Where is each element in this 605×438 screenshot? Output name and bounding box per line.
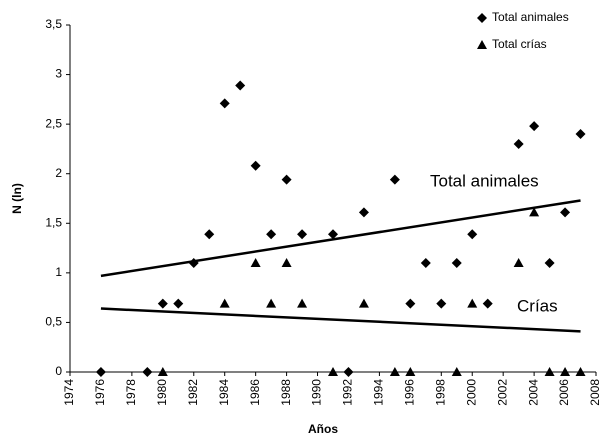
data-point [219, 298, 230, 308]
data-point [405, 298, 416, 309]
x-tick-label: 1974 [62, 379, 76, 406]
x-tick-label: 1992 [341, 379, 355, 406]
data-point [358, 207, 369, 218]
data-point [575, 367, 586, 376]
data-point [142, 367, 153, 377]
data-point [157, 367, 168, 376]
y-tick-label: 1 [55, 265, 62, 279]
data-point [266, 229, 277, 240]
legend-label: Total crías [492, 37, 547, 51]
x-tick-label: 1994 [372, 379, 386, 406]
x-tick-label: 1978 [124, 379, 138, 406]
data-point [529, 207, 540, 217]
x-tick-label: 1988 [279, 379, 293, 406]
data-point [451, 367, 462, 376]
data-point [250, 160, 261, 171]
data-point [482, 298, 493, 309]
data-point [219, 98, 230, 109]
data-point [297, 298, 308, 308]
data-point [560, 367, 571, 376]
data-point [266, 298, 277, 308]
y-axis-title: N (ln) [10, 183, 24, 214]
data-point [436, 298, 447, 309]
data-point [405, 367, 416, 376]
data-point [204, 229, 215, 240]
data-point [560, 207, 571, 218]
data-point [343, 367, 354, 377]
data-point [157, 298, 168, 309]
data-point [467, 229, 478, 240]
data-point [451, 257, 462, 268]
annotation: Crías [517, 296, 558, 315]
x-axis-title: Años [308, 422, 338, 436]
x-tick-label: 2000 [464, 379, 478, 406]
legend-marker [477, 40, 487, 49]
data-point [281, 257, 292, 267]
x-tick-label: 1976 [93, 379, 107, 406]
data-point [513, 138, 524, 149]
data-point [513, 257, 524, 267]
data-point [281, 174, 292, 185]
data-point [328, 367, 338, 376]
data-point [575, 129, 586, 140]
y-tick-label: 3 [55, 67, 62, 81]
trend-line [100, 199, 581, 278]
x-tick-label: 2002 [495, 379, 509, 406]
x-tick-label: 2006 [557, 379, 571, 406]
data-point [389, 367, 400, 376]
y-tick-label: 0 [55, 364, 62, 378]
x-tick-label: 1998 [433, 379, 447, 406]
x-tick-label: 1986 [248, 379, 262, 406]
trend-line [100, 307, 581, 333]
data-point [250, 257, 261, 267]
data-point [529, 121, 540, 132]
x-tick-label: 1984 [217, 379, 231, 406]
y-tick-label: 2,5 [45, 116, 62, 130]
annotation: Total animales [430, 171, 539, 190]
data-point [297, 229, 308, 240]
data-point [95, 367, 106, 377]
y-tick-label: 0,5 [45, 315, 62, 329]
data-point [544, 367, 555, 376]
data-point [544, 257, 555, 268]
y-tick-label: 3,5 [45, 17, 62, 31]
x-tick-label: 2004 [526, 379, 540, 406]
data-point [420, 257, 431, 268]
data-point [389, 174, 400, 185]
x-tick-label: 2008 [588, 379, 602, 406]
legend-label: Total animales [492, 10, 569, 24]
x-tick-label: 1990 [310, 379, 324, 406]
data-point [235, 80, 246, 91]
data-point [358, 298, 369, 308]
legend-marker [477, 13, 487, 23]
y-tick-label: 2 [55, 166, 62, 180]
data-point [173, 298, 184, 309]
x-tick-label: 1996 [403, 379, 417, 406]
x-tick-label: 1982 [186, 379, 200, 406]
x-tick-label: 1980 [155, 379, 169, 406]
y-tick-label: 1,5 [45, 215, 62, 229]
data-point [467, 298, 478, 308]
data-point [328, 229, 338, 240]
